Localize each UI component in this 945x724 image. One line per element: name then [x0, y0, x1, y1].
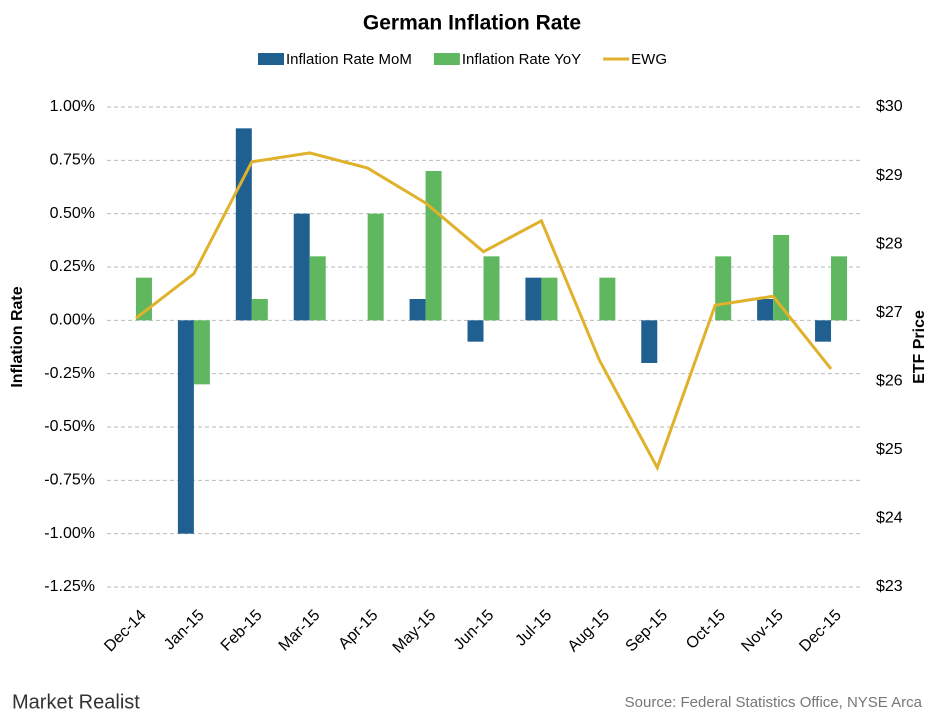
x-tick-label: Jan-15	[161, 607, 208, 654]
source: Source: Federal Statistics Office, NYSE …	[625, 694, 923, 711]
bar	[293, 213, 310, 321]
y-tick-label: 0.00%	[50, 312, 95, 329]
y2-tick-label: $30	[876, 98, 903, 115]
bar	[235, 128, 252, 321]
y-tick-label: 0.50%	[50, 205, 95, 222]
y2-tick-label: $26	[876, 373, 903, 390]
y-tick-label: 0.75%	[50, 152, 95, 169]
bar	[831, 256, 848, 321]
bar	[193, 320, 210, 385]
y-tick-label: -1.00%	[44, 525, 95, 542]
x-tick-label: May-15	[390, 607, 440, 657]
x-tick-label: Dec-14	[101, 607, 150, 656]
chart-title: German Inflation Rate	[363, 12, 581, 35]
bar	[641, 320, 658, 363]
y-tick-label: -0.25%	[44, 365, 95, 382]
bar	[467, 320, 484, 342]
bar	[367, 213, 384, 321]
y2-tick-label: $24	[876, 510, 903, 527]
x-tick-label: Sep-15	[623, 607, 672, 656]
line-series	[135, 151, 833, 472]
bar	[541, 277, 558, 321]
bar	[525, 277, 542, 321]
y2-tick-label: $25	[876, 441, 903, 458]
y2-axis-title: ETF Price	[911, 310, 928, 384]
bar	[715, 256, 732, 321]
x-tick-label: Nov-15	[738, 607, 787, 656]
x-tick-label: Jul-15	[512, 607, 555, 650]
bar	[251, 299, 268, 321]
legend-label: Inflation Rate YoY	[462, 51, 581, 68]
legend-swatch	[433, 53, 460, 65]
x-tick-label: Oct-15	[683, 607, 729, 653]
legend-label: Inflation Rate MoM	[286, 51, 412, 68]
y-axis-title: Inflation Rate	[9, 286, 26, 387]
y-tick-label: -1.25%	[44, 578, 95, 595]
x-tick-label: Apr-15	[335, 607, 381, 653]
legend-swatch	[258, 53, 284, 65]
bar	[409, 299, 426, 321]
x-tick-label: Aug-15	[565, 607, 614, 656]
x-tick-label: Mar-15	[276, 607, 324, 655]
bar	[177, 320, 194, 534]
bar	[815, 320, 832, 342]
y-tick-label: 0.25%	[50, 258, 95, 275]
bar	[309, 256, 326, 321]
bar	[599, 277, 616, 321]
y2-tick-label: $23	[876, 578, 903, 595]
x-tick-label: Jun-15	[451, 607, 498, 654]
y-tick-label: 1.00%	[50, 98, 95, 115]
y2-tick-label: $29	[876, 167, 903, 184]
brand-logo: Market Realist	[12, 691, 140, 713]
legend-label: EWG	[631, 51, 667, 68]
y2-tick-label: $28	[876, 235, 903, 252]
x-tick-label: Feb-15	[218, 607, 266, 655]
y-tick-label: -0.50%	[44, 418, 95, 435]
x-tick-label: Dec-15	[796, 607, 845, 656]
bar	[425, 171, 442, 321]
y2-tick-label: $27	[876, 304, 903, 321]
bar	[483, 256, 500, 321]
y-tick-label: -0.75%	[44, 472, 95, 489]
bar	[757, 299, 774, 321]
